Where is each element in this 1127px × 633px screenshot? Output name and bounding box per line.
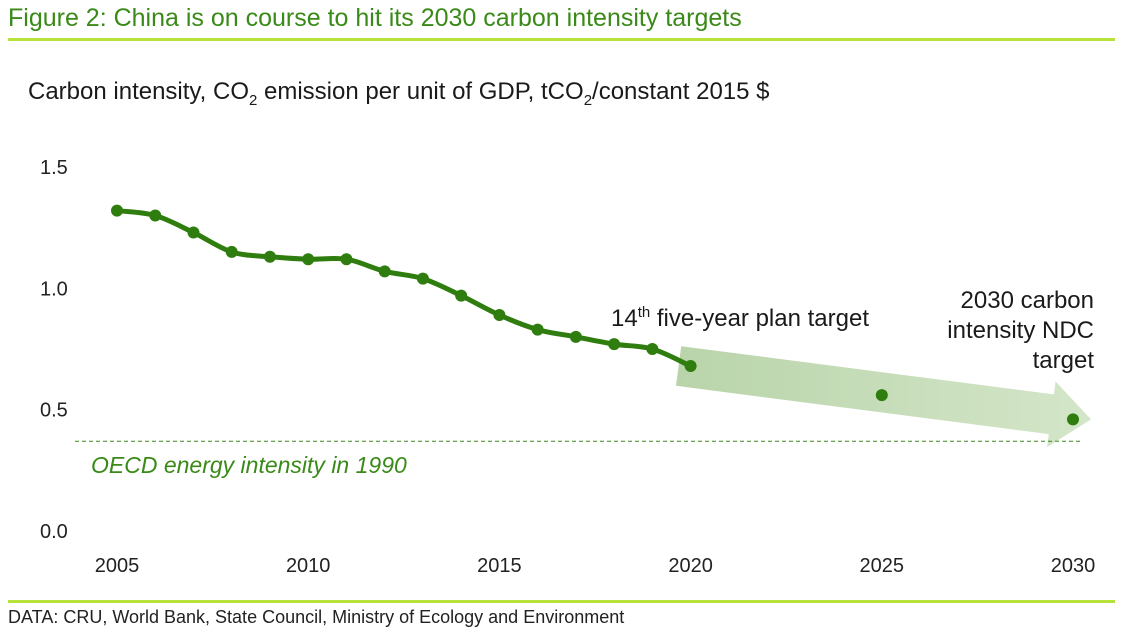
- data-point: [302, 253, 315, 266]
- ndc-target-line-3: target: [1033, 347, 1095, 374]
- data-point: [225, 245, 238, 258]
- oecd-reference-label: OECD energy intensity in 1990: [91, 452, 407, 478]
- data-point: [416, 272, 429, 285]
- data-source: DATA: CRU, World Bank, State Council, Mi…: [8, 607, 625, 627]
- data-point: [111, 204, 123, 217]
- data-point: [646, 343, 659, 355]
- data-point: [263, 250, 276, 263]
- plan-target-sup: th: [638, 304, 651, 321]
- y-label-prefix: Carbon intensity, CO: [28, 78, 249, 105]
- y-label-middle: emission per unit of GDP, tCO: [257, 78, 584, 105]
- x-tick-label: 2030: [1051, 555, 1096, 577]
- data-point: [684, 359, 697, 372]
- x-tick-label: 2025: [860, 555, 905, 577]
- data-point: [149, 209, 162, 222]
- x-tick-label: 2015: [477, 555, 522, 577]
- x-tick-label: 2010: [286, 555, 331, 577]
- data-point: [340, 253, 353, 266]
- footer-rule: [8, 600, 1115, 603]
- plan-target-annotation: 14th five-year plan target: [611, 304, 869, 332]
- target-point: [1067, 413, 1079, 426]
- y-axis-label: Carbon intensity, CO2 emission per unit …: [28, 78, 770, 109]
- plan-target-base: 14: [611, 305, 638, 332]
- data-point: [378, 265, 391, 278]
- data-point: [187, 226, 200, 239]
- plan-target-rest: five-year plan target: [650, 305, 869, 332]
- title-rule: [8, 38, 1115, 41]
- data-point: [455, 289, 468, 302]
- y-tick-label: 0.0: [40, 521, 68, 543]
- data-point: [569, 330, 582, 343]
- y-label-suffix: /constant 2015 $: [592, 78, 770, 105]
- ndc-target-line-2: intensity NDC: [947, 317, 1094, 344]
- data-point: [608, 338, 621, 351]
- y-tick-label: 1.0: [40, 278, 68, 300]
- y-tick-label: 0.5: [40, 400, 68, 422]
- figure-title: Figure 2: China is on course to hit its …: [8, 4, 742, 32]
- target-point: [875, 389, 888, 402]
- y-tick-label: 1.5: [40, 157, 68, 179]
- data-point: [493, 309, 506, 322]
- ndc-target-line-1: 2030 carbon: [961, 287, 1094, 314]
- series-line: [114, 208, 694, 369]
- x-tick-label: 2005: [95, 555, 140, 577]
- data-point: [531, 323, 544, 336]
- x-tick-label: 2020: [668, 555, 713, 577]
- y-label-sub2: 2: [583, 91, 593, 109]
- carbon-intensity-chart: OECD energy intensity in 1990 0.0 0.5 1.0 1…: [40, 157, 1096, 577]
- y-label-sub1: 2: [248, 91, 258, 109]
